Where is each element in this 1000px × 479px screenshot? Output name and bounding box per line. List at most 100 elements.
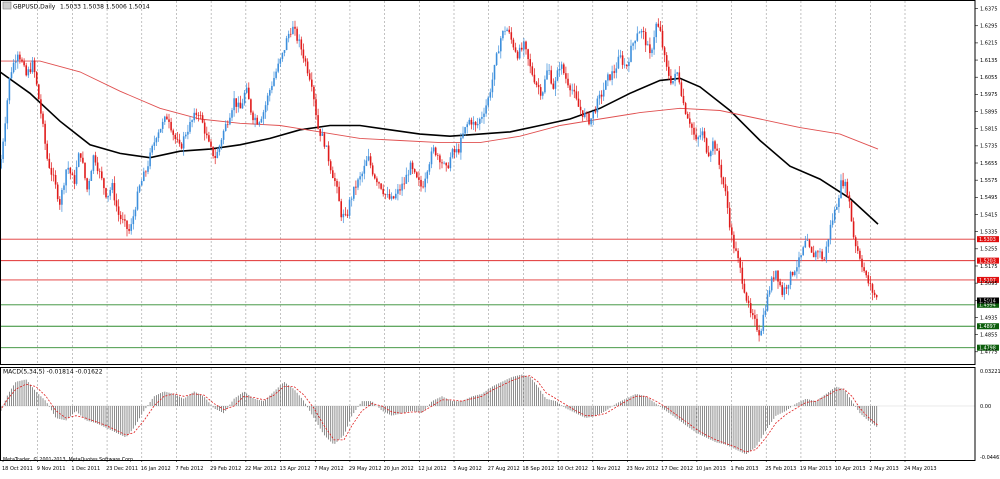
candle-body: [796, 267, 798, 271]
ohlc-label: 1.5033 1.5038 1.5006 1.5014: [60, 4, 150, 11]
candle-body: [830, 225, 832, 239]
candle-body: [44, 124, 46, 144]
candle-body: [21, 60, 23, 62]
candle-body: [55, 175, 57, 185]
candle-body: [632, 43, 634, 45]
candle-body: [301, 39, 303, 49]
candle-body: [366, 160, 368, 165]
candle-body: [750, 303, 752, 313]
candle-body: [647, 44, 649, 45]
candle-body: [781, 285, 783, 295]
candle-body: [668, 67, 670, 76]
candle-body: [666, 55, 668, 67]
candle-body: [269, 90, 271, 96]
candle-body: [172, 130, 174, 134]
candle-body: [185, 135, 187, 137]
candle-body: [347, 215, 349, 216]
candle-body: [605, 80, 607, 89]
candle-body: [685, 103, 687, 114]
candle-body: [263, 112, 265, 119]
candle-body: [217, 152, 219, 158]
candle-body: [67, 168, 69, 170]
candle-body: [599, 95, 601, 99]
candle-body: [170, 122, 172, 130]
candle-body: [649, 44, 651, 53]
candle-body: [710, 151, 712, 156]
candle-body: [553, 84, 555, 89]
candle-body: [177, 139, 179, 140]
candle-body: [166, 117, 168, 120]
candle-body: [105, 188, 107, 197]
candle-body: [135, 210, 137, 217]
copyright-text: MetaTrader, © 2001-2013, MetaQuotes Soft…: [3, 456, 135, 463]
candle-body: [410, 163, 412, 175]
candle-body: [324, 133, 326, 146]
candle-body: [672, 81, 674, 83]
candle-body: [374, 174, 376, 178]
candle-body: [128, 229, 130, 231]
candle-body: [345, 214, 347, 215]
candle-body: [183, 136, 185, 148]
candle-body: [395, 194, 397, 198]
date-tick-label: 18 Sep 2012: [522, 466, 554, 472]
candle-body: [246, 88, 248, 93]
candle-body: [800, 255, 802, 257]
candle-body: [303, 49, 305, 58]
candle-body: [151, 146, 153, 153]
macd-tick-label: 0.03221: [980, 369, 1000, 375]
candle-body: [490, 92, 492, 97]
candle-body: [622, 55, 624, 65]
candle-body: [611, 71, 613, 80]
candle-body: [563, 64, 565, 73]
candle-body: [273, 78, 275, 86]
candle-body: [364, 166, 366, 174]
candle-body: [784, 287, 786, 295]
candle-body: [130, 224, 132, 231]
symbol-menu-icon[interactable]: [3, 2, 11, 9]
candle-body: [370, 156, 372, 165]
candle-body: [861, 259, 863, 267]
candle-body: [582, 110, 584, 117]
candle-body: [767, 294, 769, 310]
date-tick-label: 13 Apr 2012: [280, 466, 311, 472]
candle-body: [250, 99, 252, 112]
candle-body: [305, 58, 307, 61]
candle-body: [464, 127, 466, 133]
candle-body: [93, 155, 95, 171]
candle-body: [319, 129, 321, 136]
candle-body: [317, 115, 319, 129]
price-tick-label: 1.5175: [980, 264, 998, 270]
candle-body: [758, 330, 760, 335]
candle-body: [588, 113, 590, 124]
candle-body: [72, 173, 74, 175]
candle-body: [256, 118, 258, 125]
candle-body: [225, 124, 227, 131]
candle-body: [853, 221, 855, 237]
candle-body: [193, 113, 195, 120]
candle-body: [78, 153, 80, 167]
candle-body: [99, 171, 101, 172]
candle-body: [51, 168, 53, 175]
candle-body: [424, 179, 426, 188]
candle-body: [259, 122, 261, 124]
candle-body: [574, 90, 576, 92]
candle-body: [145, 172, 147, 173]
candle-body: [863, 267, 865, 271]
candle-body: [422, 187, 424, 188]
candle-body: [221, 140, 223, 146]
candle-body: [164, 117, 166, 122]
candle-body: [679, 72, 681, 82]
candle-body: [836, 207, 838, 210]
price-tick-label: 1.5335: [980, 229, 998, 235]
candle-body: [813, 253, 815, 258]
date-tick-label: 22 Mar 2012: [245, 466, 277, 472]
candle-body: [716, 149, 718, 151]
candle-body: [586, 113, 588, 114]
candle-body: [597, 99, 599, 113]
candle-body: [645, 32, 647, 45]
date-tick-label: 1 Nov 2012: [592, 466, 621, 472]
candle-body: [794, 271, 796, 275]
candle-body: [641, 31, 643, 32]
price-tick-label: 1.6055: [980, 75, 998, 81]
